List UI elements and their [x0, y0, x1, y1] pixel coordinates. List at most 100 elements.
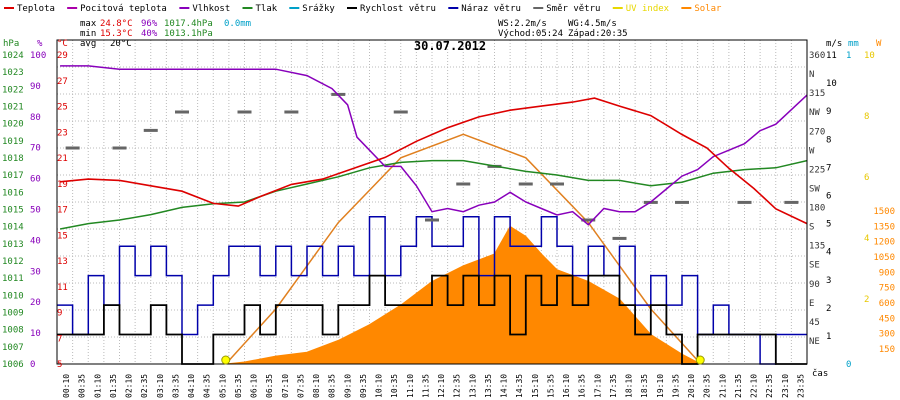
axis-tick-ms: 10 [826, 79, 837, 89]
stat-max-press: 1017.4hPa [164, 19, 213, 29]
time-tick-label: 22:10 [750, 374, 759, 398]
time-tick-label: 04:35 [203, 374, 212, 398]
axis-tick-w: 150 [879, 345, 895, 355]
legend-label: Směr větru [546, 4, 600, 14]
wind-direction-mark [425, 218, 439, 222]
axis-tick-ms: 11 [826, 51, 837, 61]
axis-tick-w: 1200 [873, 238, 895, 248]
legend-label: Teplota [17, 4, 55, 14]
axis-tick-uv: 10 [864, 51, 875, 61]
axis-tick-ms: 9 [826, 107, 831, 117]
time-tick-label: 06:35 [265, 374, 274, 398]
axis-tick-dir: 135 [809, 242, 825, 252]
axis-tick-hpa: 1006 [2, 360, 24, 370]
axis-tick-dir: NW [809, 108, 820, 118]
wind-direction-mark [581, 218, 596, 222]
legend-label: Tlak [256, 4, 278, 14]
axis-tick-hpa: 1009 [2, 309, 24, 319]
time-tick-label: 03:10 [156, 374, 165, 398]
axis-unit-w: W [876, 39, 882, 49]
time-tick-label: 16:35 [578, 374, 587, 398]
axis-tick-ms: 1 [826, 332, 831, 342]
wind-direction-mark [65, 146, 80, 150]
axis-tick-temp: 9 [57, 309, 62, 319]
axis-labels: 1024102310221021102010191018101710161015… [2, 51, 895, 370]
axis-tick-dir: E [809, 299, 814, 309]
time-tick-label: 00:10 [62, 374, 71, 398]
axis-tick-w: 1350 [873, 222, 895, 232]
axis-tick-temp: 17 [57, 206, 68, 216]
legend-label: Srážky [302, 4, 335, 14]
time-tick-label: 01:10 [93, 374, 102, 398]
time-tick-label: 13:10 [468, 374, 477, 398]
axis-tick-hpa: 1012 [2, 257, 24, 267]
axis-tick-dir: NE [809, 337, 820, 347]
time-tick-label: 23:35 [796, 374, 805, 398]
axis-tick-mm: 1 [846, 51, 851, 61]
axis-tick-hpa: 1021 [2, 103, 24, 113]
axis-tick-temp: 27 [57, 77, 68, 87]
axis-tick-temp: 21 [57, 154, 68, 164]
axis-tick-w: 300 [879, 330, 895, 340]
axis-tick-pct: 70 [30, 144, 41, 154]
series-layer [57, 65, 808, 365]
solar-theoretical-line [225, 133, 702, 365]
chart-date: 30.07.2012 [414, 39, 486, 53]
axis-tick-dir: 360 [809, 51, 825, 61]
legend-label: Rychlost větru [360, 4, 436, 14]
axis-tick-ms: 7 [826, 163, 831, 173]
wind-direction-mark [456, 182, 471, 186]
axis-tick-w: 1500 [873, 207, 895, 217]
axis-tick-w: 1050 [873, 253, 895, 263]
humidity-line [60, 65, 808, 226]
wind-direction-mark [737, 200, 752, 204]
axis-tick-dir: 225 [809, 165, 825, 175]
wind-direction-mark [143, 128, 158, 132]
axis-tick-hpa: 1014 [2, 223, 24, 233]
axis-tick-temp: 29 [57, 51, 68, 61]
time-tick-label: 11:35 [421, 374, 430, 398]
axis-unit-ms: m/s [826, 39, 842, 49]
axis-tick-dir: N [809, 70, 814, 80]
axis-tick-hpa: 1008 [2, 326, 24, 336]
temperature-line [60, 97, 808, 225]
axis-tick-uv: 6 [864, 173, 869, 183]
time-tick-label: 10:10 [375, 374, 384, 398]
axis-tick-dir: SW [809, 184, 820, 194]
sunset-marker [695, 355, 705, 365]
time-tick-label: 21:35 [734, 374, 743, 398]
wind-direction-mark [393, 110, 408, 114]
wind-direction-mark [518, 182, 533, 186]
time-tick-label: 10:35 [390, 374, 399, 398]
time-tick-label: 23:10 [781, 374, 790, 398]
time-tick-label: 06:10 [250, 374, 259, 398]
axis-tick-hpa: 1018 [2, 154, 24, 164]
time-tick-label: 19:35 [671, 374, 680, 398]
time-tick-label: 12:10 [437, 374, 446, 398]
time-tick-label: 18:10 [625, 374, 634, 398]
stat-max-label: max [80, 19, 97, 29]
time-tick-label: 17:10 [593, 374, 602, 398]
time-tick-label: 11:10 [406, 374, 415, 398]
time-tick-label: 01:35 [109, 374, 118, 398]
time-tick-label: 07:35 [296, 374, 305, 398]
axis-tick-temp: 7 [57, 334, 62, 344]
axis-tick-pct: 40 [30, 236, 41, 246]
axis-tick-ms: 3 [826, 276, 831, 286]
axis-tick-pct: 50 [30, 206, 41, 216]
time-tick-label: 16:10 [562, 374, 571, 398]
stat-min-temp: 15.3°C [100, 29, 133, 39]
time-tick-label: 13:35 [484, 374, 493, 398]
plot-frame [56, 39, 808, 365]
axis-tick-mm: 0 [846, 360, 851, 370]
stat-rain: 0.0mm [224, 19, 251, 29]
axis-tick-dir: 45 [809, 318, 820, 328]
legend-label: Pocitová teplota [80, 4, 167, 14]
time-tick-label: 14:35 [515, 374, 524, 398]
axis-tick-temp: 19 [57, 180, 68, 190]
axis-tick-hpa: 1023 [2, 68, 24, 78]
legend-label: UV index [626, 4, 670, 14]
axis-tick-hpa: 1007 [2, 343, 24, 353]
wind-direction-mark [784, 200, 799, 204]
sunrise-marker [221, 355, 231, 365]
